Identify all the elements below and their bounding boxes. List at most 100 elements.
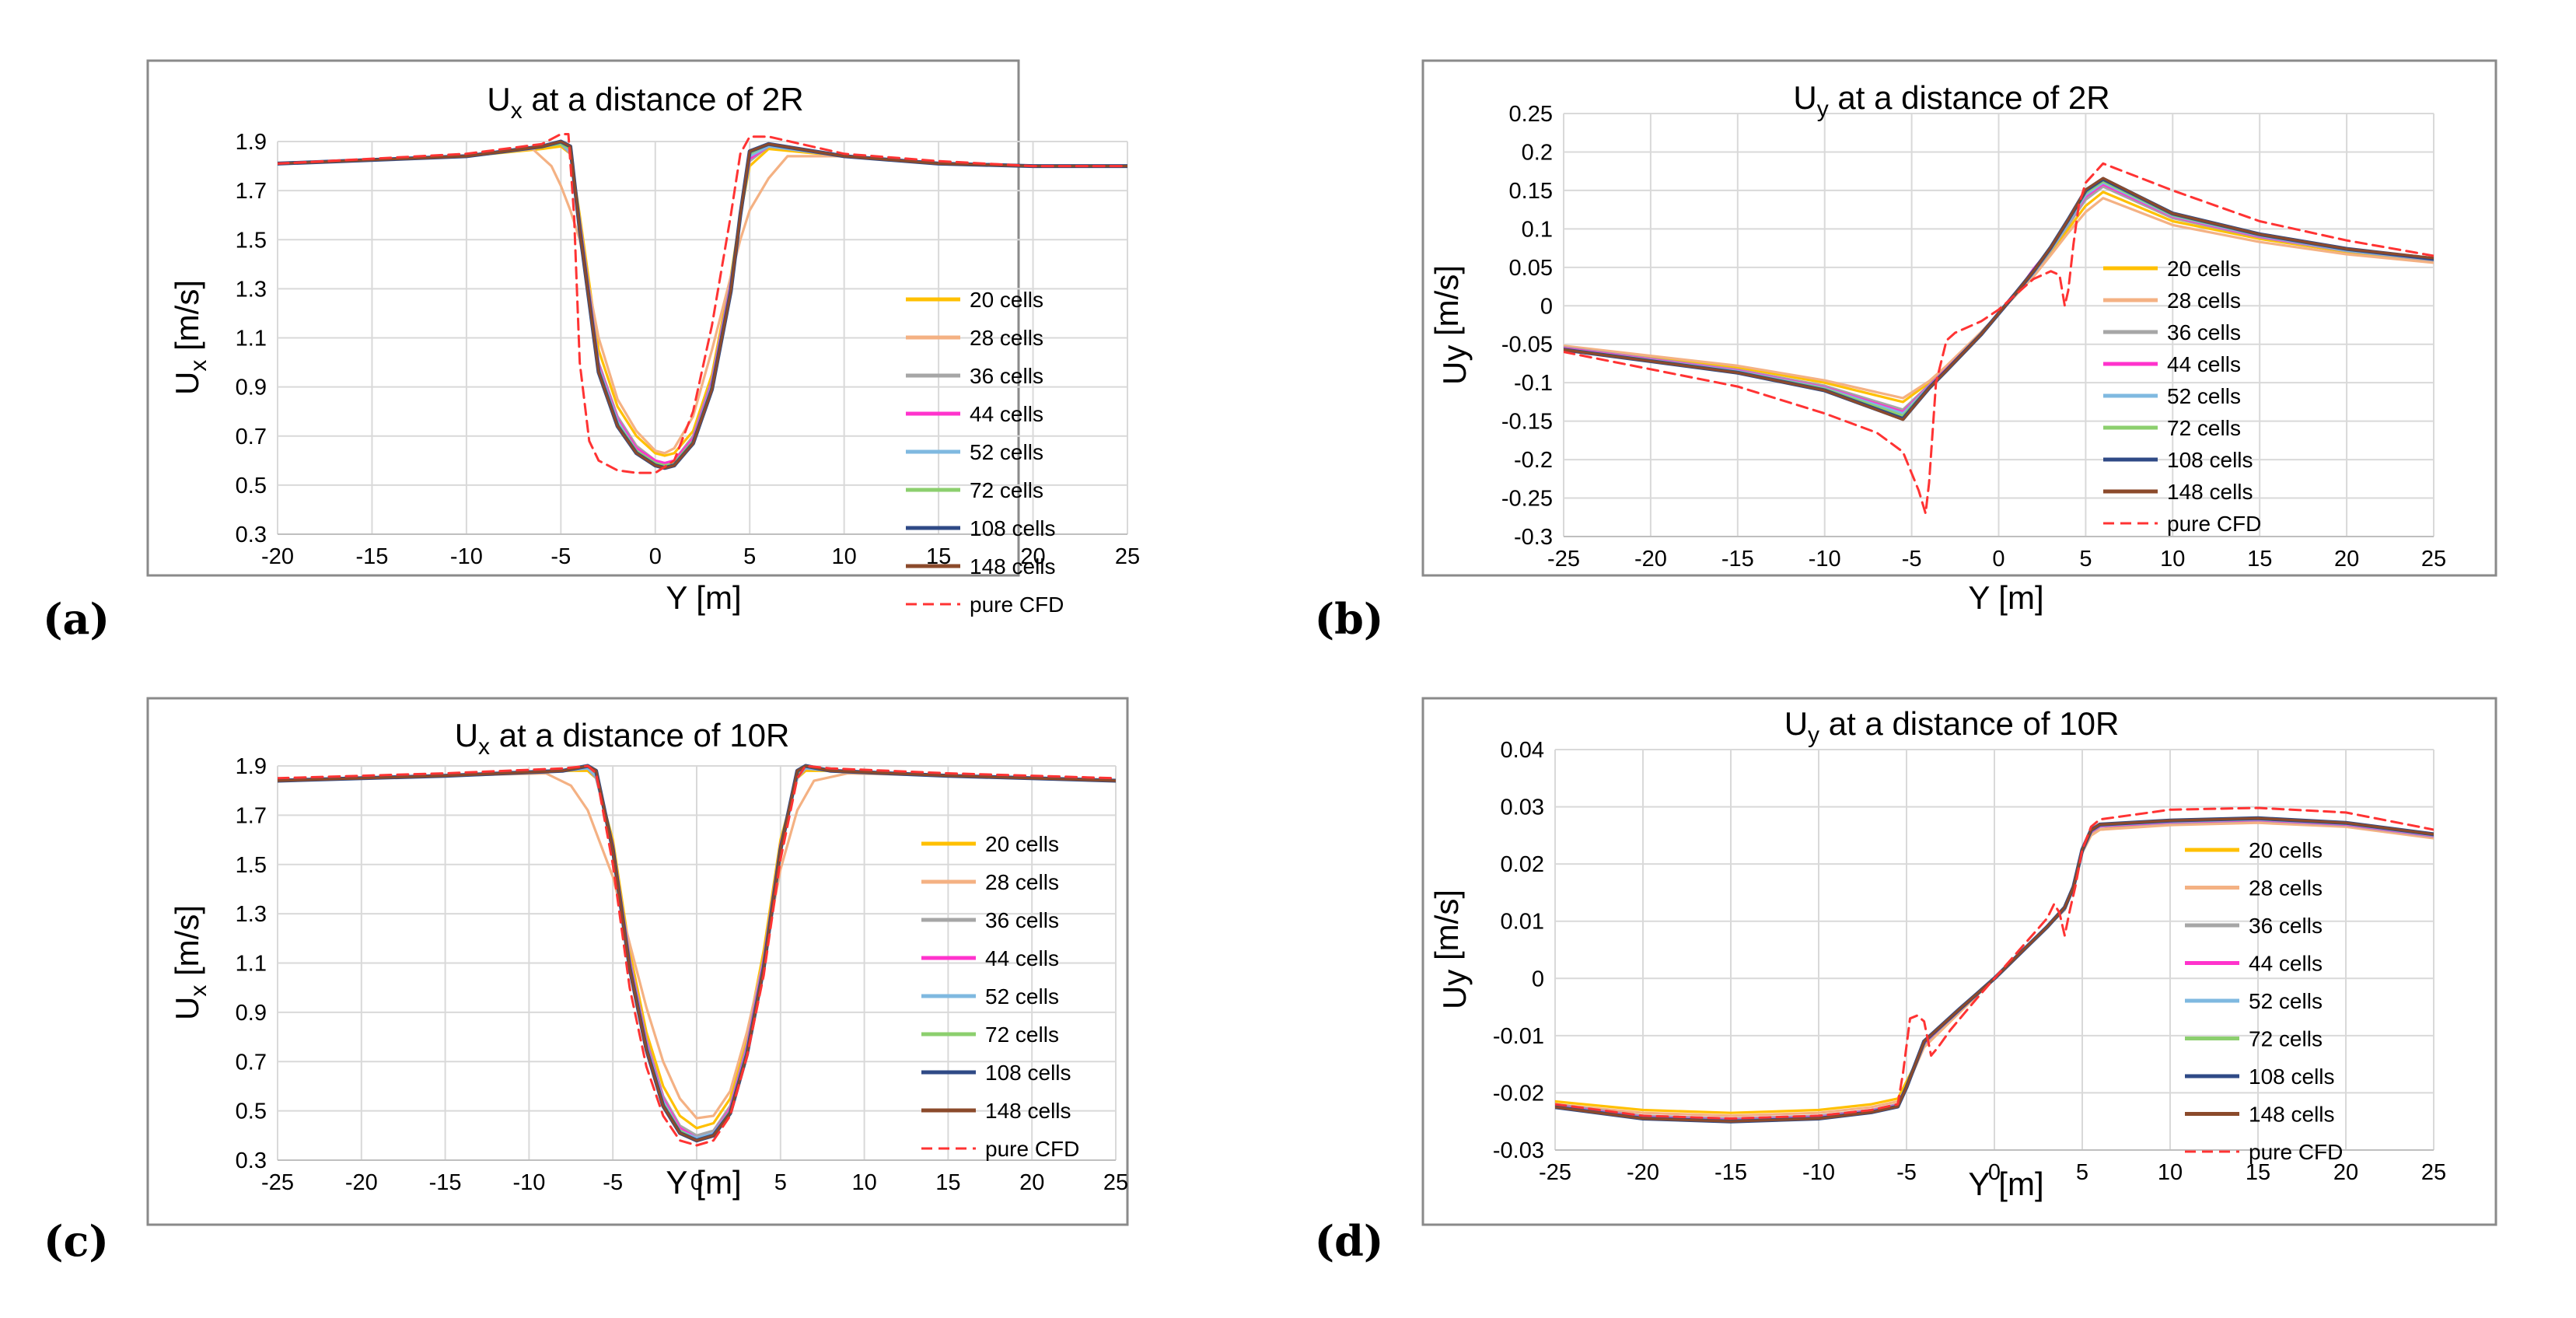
- y-axis-label-subscript: x: [186, 360, 211, 372]
- legend-label: 44 cells: [985, 946, 1059, 970]
- x-tick-label: -5: [1896, 1160, 1917, 1185]
- x-axis-label: Y [m]: [1968, 1166, 2043, 1202]
- x-tick-label: -15: [355, 544, 388, 569]
- chart-title-main: U: [1784, 705, 1808, 742]
- chart-title-subscript: x: [511, 98, 523, 124]
- chart-panel-d: -25 -20 -15 -10 -5 0 5 10 15 20 25 -0.03 -0.02 -0.01 0…: [1315, 697, 2497, 1266]
- chart-title-main: U: [455, 717, 478, 753]
- x-tick-label: 15: [2247, 547, 2272, 572]
- x-tick-label: 5: [2076, 1160, 2088, 1185]
- y-tick-label: 0.25: [1509, 102, 1553, 127]
- y-tick-label: 0.5: [236, 474, 267, 498]
- y-tick-label: 0: [1540, 294, 1553, 319]
- y-tick-label: 1.3: [236, 902, 267, 927]
- x-axis-label: Y [m]: [1968, 579, 2043, 616]
- panel-label: (a): [43, 594, 110, 644]
- x-tick-label: 15: [935, 1170, 960, 1195]
- y-axis-label-rest: [m/s]: [1428, 890, 1465, 970]
- x-tick-label: -25: [1547, 547, 1580, 572]
- chart-title: Uy at a distance of 10R: [1784, 705, 2120, 748]
- legend-label: 20 cells: [985, 832, 1059, 856]
- series-line-pure-cfd: [1555, 806, 2434, 1120]
- legend-label: 148 cells: [2167, 480, 2253, 504]
- legend-label: 52 cells: [2249, 989, 2323, 1013]
- legend-label: 52 cells: [2167, 384, 2241, 408]
- chart-title-subscript: x: [478, 734, 490, 760]
- x-tick-label: -25: [1539, 1160, 1571, 1185]
- legend-label: 20 cells: [970, 288, 1043, 312]
- x-tick-label: -5: [1902, 547, 1922, 572]
- x-tick-label: 10: [2160, 547, 2185, 572]
- series-line-pure-cfd: [278, 764, 1116, 1147]
- legend-label: 148 cells: [970, 554, 1056, 579]
- chart-panel-c: -25 -20 -15 -10 -5 0 5 10 15 20 25 0.3 0.5 0.7 0.9 1.1 1…: [44, 697, 1129, 1266]
- x-tick-label: 20: [2333, 1160, 2358, 1185]
- x-tick-label: 5: [2079, 547, 2092, 572]
- y-axis-label-rest: [m/s]: [1428, 265, 1465, 345]
- legend-label: 36 cells: [985, 908, 1059, 932]
- y-axis-label-main: U: [169, 372, 205, 395]
- y-tick-label: 1.7: [236, 803, 267, 828]
- y-tick-label: 0.2: [1522, 140, 1553, 165]
- legend-label: 36 cells: [2167, 320, 2241, 344]
- x-tick-label: -10: [1802, 1160, 1835, 1185]
- legend-label: 28 cells: [985, 870, 1059, 894]
- y-tick-label: 1.5: [236, 853, 267, 878]
- series-line-148-cells: [1564, 177, 2434, 421]
- chart-title: Uy at a distance of 2R: [1793, 79, 2109, 122]
- chart-title-rest: at a distance of 10R: [490, 717, 789, 753]
- y-tick-label: 0.01: [1501, 910, 1544, 935]
- legend: 20 cells 28 cells 36 cells 44 cells 52 cells…: [921, 832, 1079, 1161]
- legend-label: pure CFD: [2167, 512, 2261, 536]
- series-line-148-cells: [1555, 816, 2434, 1123]
- x-tick-label: 20: [2334, 547, 2359, 572]
- y-tick-label: 1.1: [236, 952, 267, 977]
- legend-label: 36 cells: [2249, 914, 2323, 938]
- chart-title-main: U: [1793, 79, 1816, 116]
- legend-label: 28 cells: [970, 326, 1043, 350]
- legend-label: pure CFD: [970, 593, 1064, 617]
- x-tick-label: -20: [261, 544, 294, 569]
- y-axis-label: Ux [m/s]: [169, 905, 211, 1020]
- chart-frame: [1421, 59, 2497, 577]
- y-axis-label-main: Uy: [1436, 970, 1473, 1009]
- legend-label: 72 cells: [2167, 416, 2241, 440]
- legend-label: pure CFD: [985, 1137, 1079, 1161]
- legend: 20 cells 28 cells 36 cells 44 cells 52 cells…: [2185, 838, 2343, 1164]
- y-tick-label: -0.2: [1514, 448, 1553, 473]
- y-tick-label: -0.3: [1514, 525, 1553, 550]
- chart-title: Ux at a distance of 2R: [487, 81, 803, 124]
- legend-label: 36 cells: [970, 364, 1043, 388]
- chart-title-rest: at a distance of 2R: [523, 81, 804, 117]
- x-tick-label: 0: [690, 1170, 703, 1195]
- series-line-pure-cfd: [1564, 162, 2434, 515]
- chart-title-subscript: y: [1817, 96, 1829, 122]
- legend-label: 20 cells: [2167, 257, 2241, 281]
- y-axis-label: Uy [m/s]: [1428, 265, 1473, 385]
- y-tick-label: 1.3: [236, 277, 267, 302]
- y-tick-label: 0.7: [236, 1050, 267, 1075]
- x-tick-label: -15: [1721, 547, 1754, 572]
- legend-label: 108 cells: [2249, 1065, 2335, 1089]
- chart-panel-a: -20 -15 -10 -5 0 5 10 15 20 250.30.50.70.91.11.31…: [43, 59, 1140, 644]
- panel-label: (d): [1315, 1216, 1384, 1266]
- legend-label: 72 cells: [970, 478, 1043, 502]
- y-tick-label: 0: [1532, 967, 1544, 991]
- legend-label: 148 cells: [985, 1099, 1071, 1123]
- x-tick-label: -10: [1809, 547, 1841, 572]
- x-tick-label: -5: [603, 1170, 623, 1195]
- y-tick-label: 0.05: [1509, 256, 1553, 281]
- x-tick-label: 0: [649, 544, 662, 569]
- chart-title-main: U: [487, 81, 510, 117]
- y-tick-label: 0.3: [236, 523, 267, 547]
- legend: 20 cells 28 cells 36 cells 44 cells 52 cells…: [906, 288, 1064, 617]
- chart-frame: [1421, 697, 2497, 1226]
- y-tick-label: 1.9: [236, 754, 267, 779]
- y-tick-label: -0.15: [1501, 410, 1553, 435]
- x-tick-label: 25: [2421, 547, 2446, 572]
- x-tick-label: 5: [743, 544, 756, 569]
- x-axis-label: Y [m]: [666, 579, 741, 616]
- legend-label: 72 cells: [985, 1023, 1059, 1047]
- y-tick-label: 0.3: [236, 1148, 267, 1173]
